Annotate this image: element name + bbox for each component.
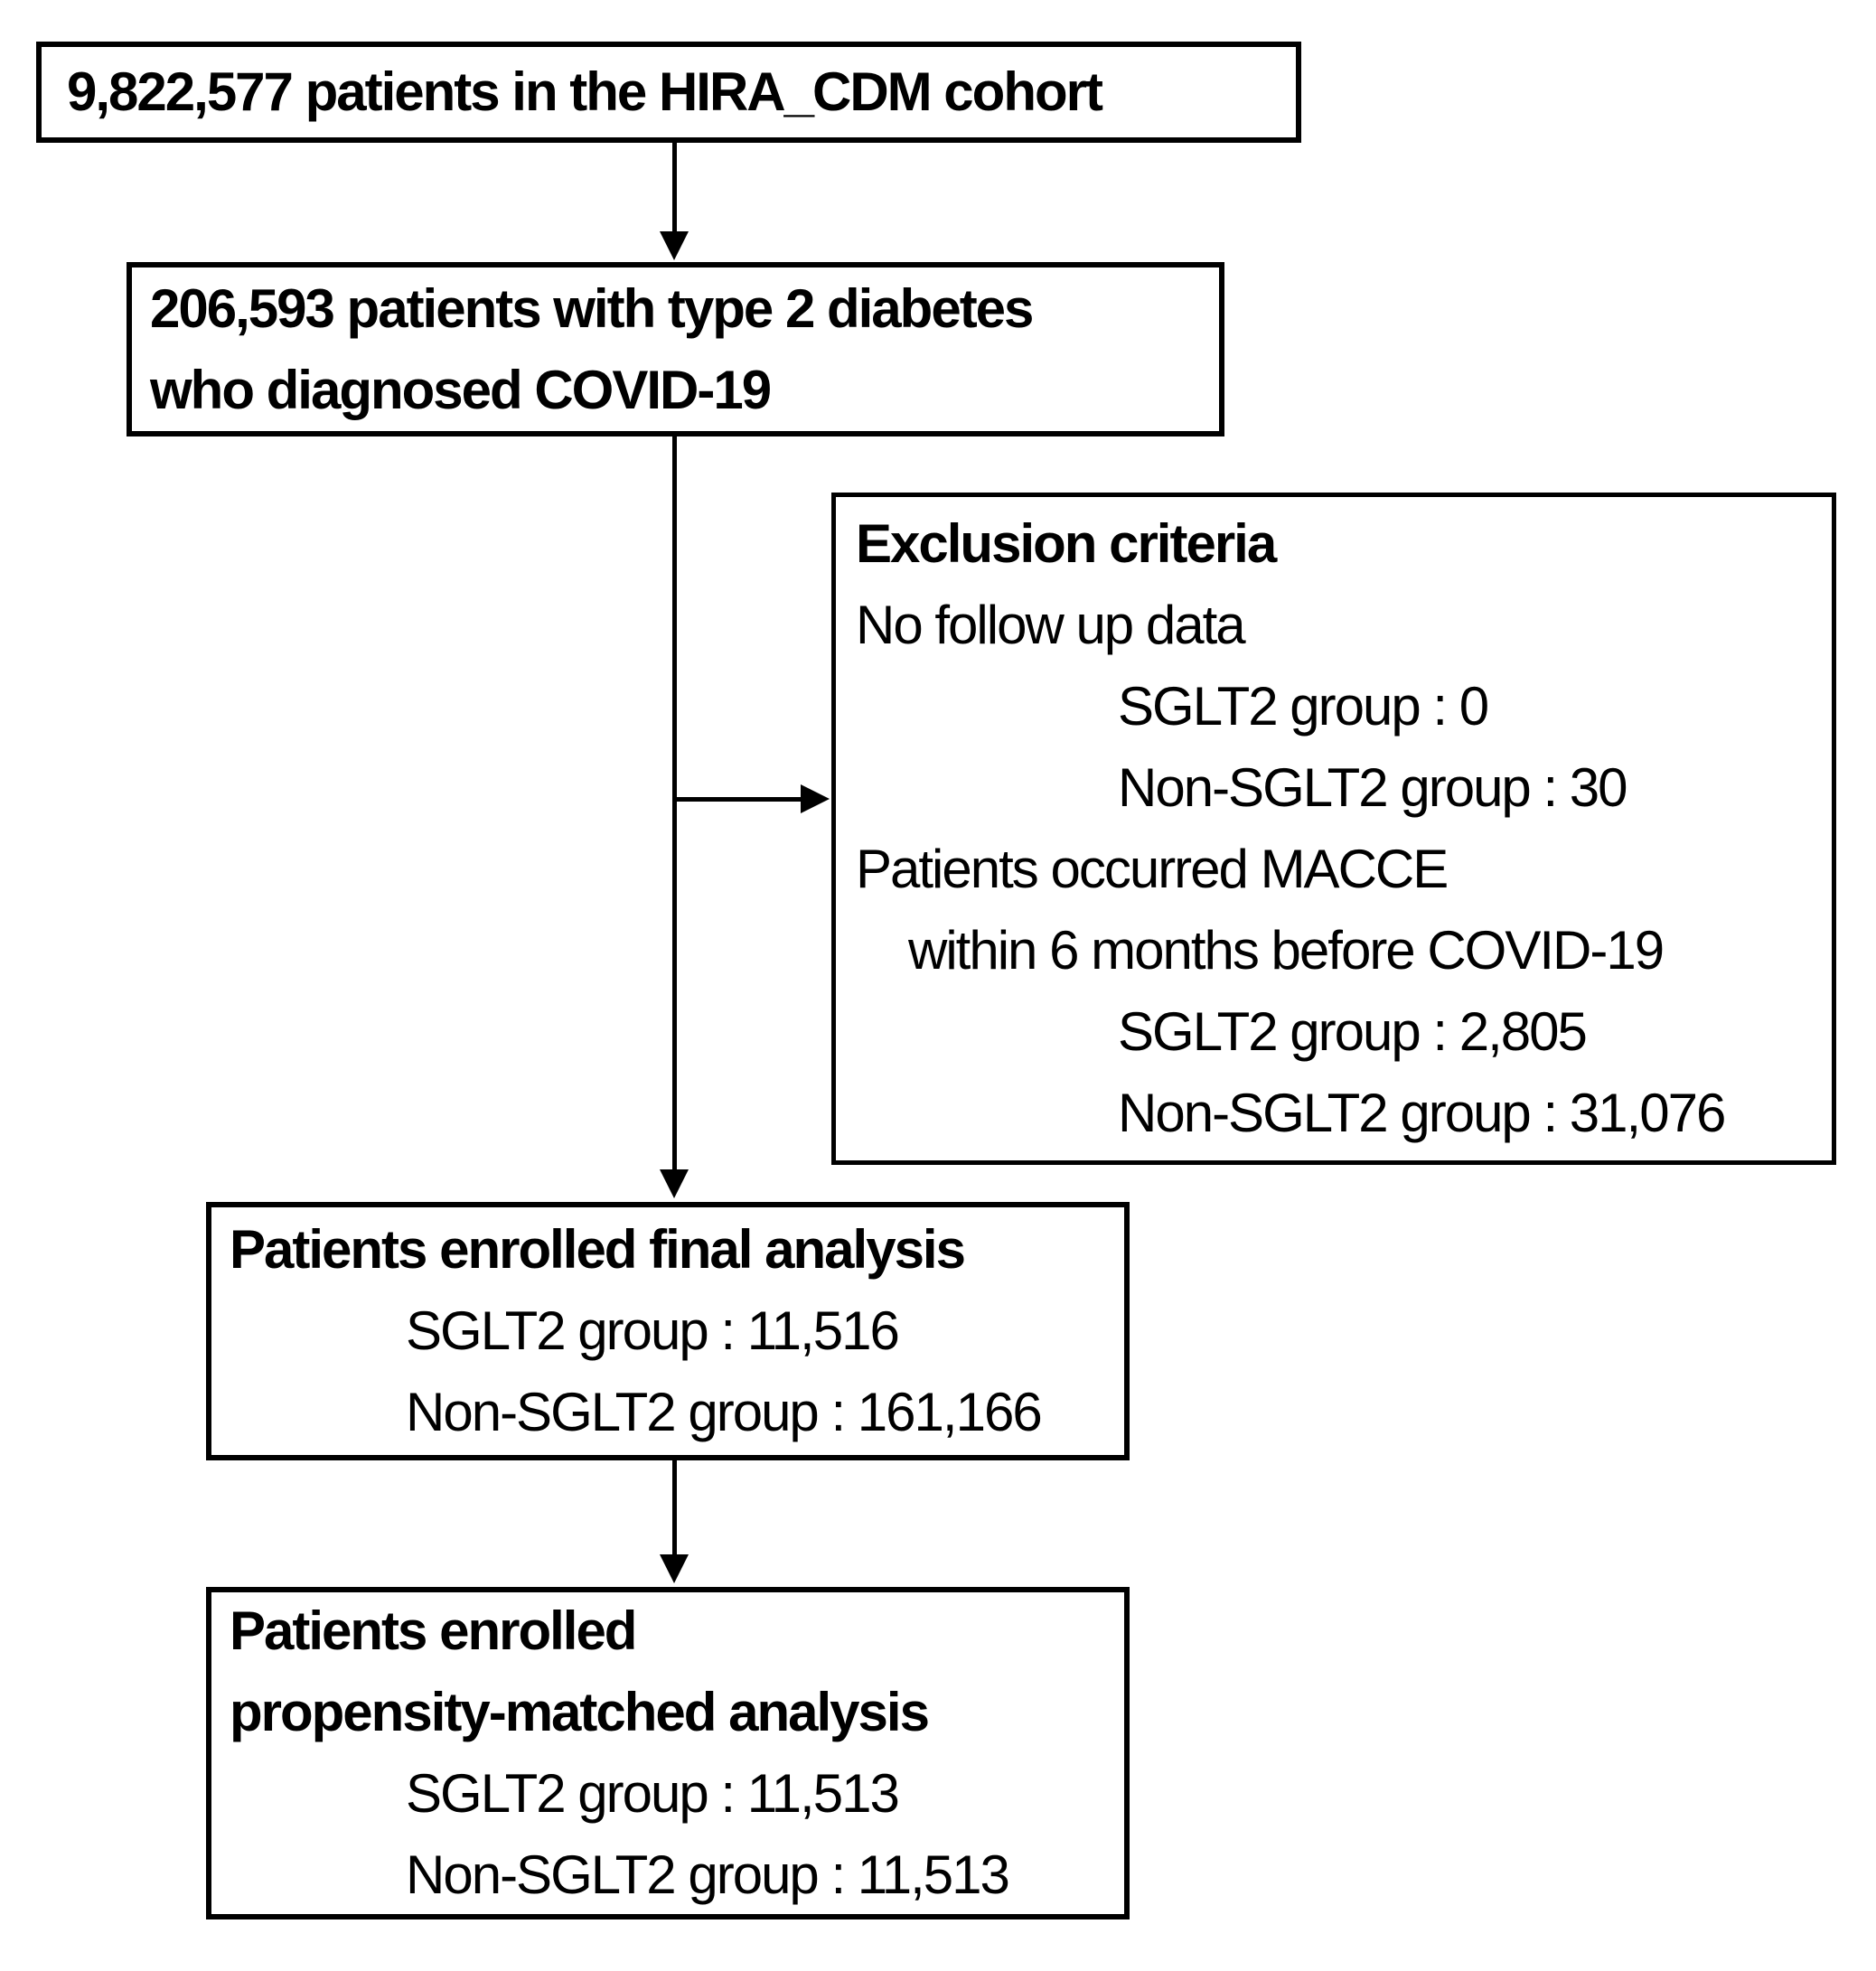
arrow-line	[672, 143, 677, 233]
matched-non-sglt2-line: Non-SGLT2 group : 11,513	[406, 1844, 1010, 1905]
arrowhead-down-icon	[660, 1554, 689, 1583]
final-non-sglt2-line: Non-SGLT2 group : 161,166	[406, 1382, 1043, 1442]
matched-title-line-2: propensity-matched analysis	[230, 1682, 930, 1742]
exclusion-line-5: within 6 months before COVID-19	[908, 920, 1665, 981]
box-propensity-matched: Patients enrolled propensity-matched ana…	[206, 1587, 1130, 1919]
arrowhead-down-icon	[660, 231, 689, 260]
exclusion-line-4: Patients occurred MACCE	[856, 839, 1449, 899]
box-diabetes: 206,593 patients with type 2 diabetes wh…	[127, 262, 1224, 436]
arrow-line	[674, 797, 801, 802]
diabetes-line-1: 206,593 patients with type 2 diabetes	[150, 277, 1034, 339]
exclusion-line-2: SGLT2 group : 0	[1118, 676, 1489, 737]
final-sglt2-line: SGLT2 group : 11,516	[406, 1300, 900, 1361]
arrow-line	[672, 1460, 677, 1556]
matched-title-line-1: Patients enrolled	[230, 1600, 637, 1661]
arrow-line	[672, 436, 677, 1171]
arrowhead-right-icon	[801, 784, 830, 813]
matched-sglt2-line: SGLT2 group : 11,513	[406, 1763, 900, 1824]
box-cohort: 9,822,577 patients in the HIRA_CDM cohor…	[36, 42, 1301, 143]
exclusion-title: Exclusion criteria	[856, 513, 1277, 574]
arrowhead-down-icon	[660, 1169, 689, 1198]
exclusion-line-1: No follow up data	[856, 595, 1246, 655]
diabetes-line-2: who diagnosed COVID-19	[150, 359, 772, 420]
box-exclusion: Exclusion criteria No follow up data SGL…	[831, 493, 1836, 1165]
exclusion-line-7: Non-SGLT2 group : 31,076	[1118, 1083, 1726, 1143]
exclusion-line-3: Non-SGLT2 group : 30	[1118, 757, 1628, 818]
cohort-text: 9,822,577 patients in the HIRA_CDM cohor…	[67, 61, 1103, 122]
final-title: Patients enrolled final analysis	[230, 1219, 966, 1280]
exclusion-line-6: SGLT2 group : 2,805	[1118, 1001, 1588, 1062]
box-final-analysis: Patients enrolled final analysis SGLT2 g…	[206, 1202, 1130, 1460]
